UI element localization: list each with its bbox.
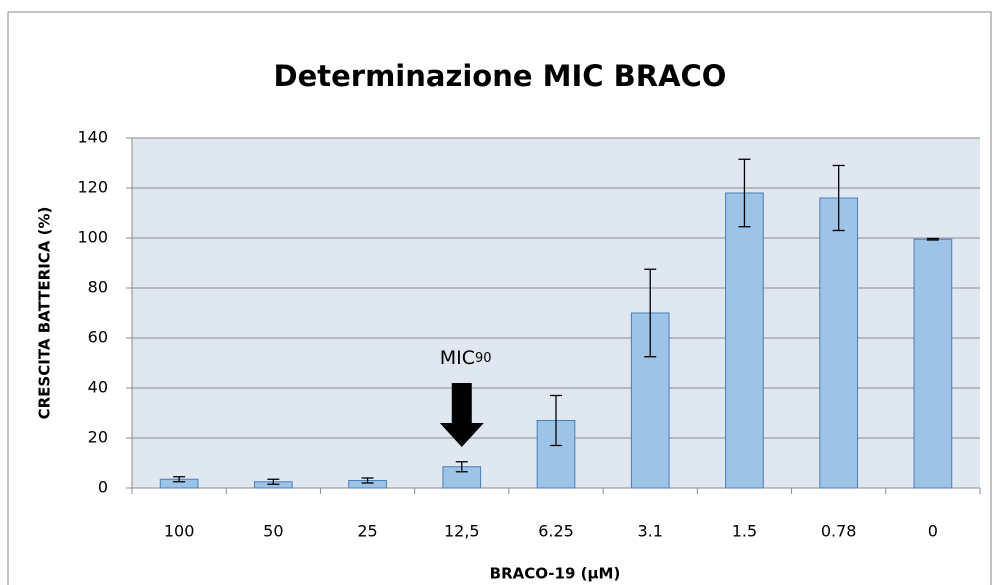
error-bar	[361, 477, 374, 484]
x-tick-label: 6.25	[538, 522, 574, 541]
error-bar	[926, 237, 939, 241]
x-tick-label: 1.5	[732, 522, 757, 541]
y-tick-label: 140	[77, 128, 108, 147]
error-bar	[644, 268, 657, 358]
bar	[725, 192, 764, 489]
y-axis-label: CRESCITA BATTERICA (%)	[36, 207, 54, 420]
annotation: MIC90	[440, 347, 492, 369]
error-bar	[455, 461, 468, 473]
y-tick-label: 60	[88, 328, 108, 347]
error-bar	[550, 394, 562, 447]
bar	[913, 238, 953, 489]
annotation-text: MIC	[440, 347, 475, 369]
x-tick-label: 12,5	[444, 522, 480, 541]
arrow	[439, 383, 484, 447]
error-bar	[832, 164, 845, 232]
y-tick-label: 100	[77, 228, 108, 247]
y-tick-label: 120	[77, 178, 108, 197]
bar	[819, 197, 859, 489]
chart-title: Determinazione MIC BRACO	[274, 59, 727, 93]
x-tick-label: 25	[357, 522, 377, 541]
x-tick-label: 0.78	[821, 522, 857, 541]
y-tick-label: 0	[98, 478, 108, 497]
annotation-subscript: 90	[475, 351, 492, 366]
y-tick-label: 40	[88, 378, 108, 397]
y-tick-label: 80	[88, 278, 108, 297]
error-bar	[267, 478, 280, 485]
x-tick-label: 0	[928, 522, 938, 541]
x-tick-label: 50	[263, 522, 283, 541]
x-tick-label: 100	[164, 522, 195, 541]
error-bar	[738, 158, 751, 228]
x-tick-label: 3.1	[637, 522, 662, 541]
y-tick-label: 20	[88, 428, 108, 447]
error-bar	[173, 476, 186, 483]
x-axis-label: BRACO-19 (µM)	[490, 565, 621, 583]
